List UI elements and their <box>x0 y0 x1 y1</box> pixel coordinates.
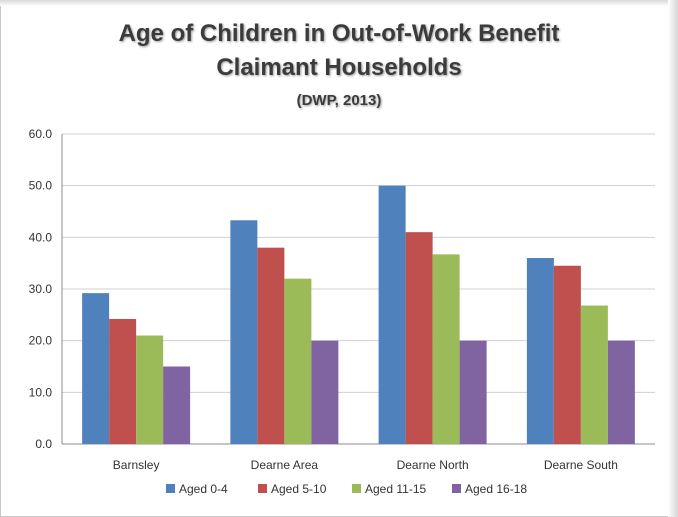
y-tick-label: 20.0 <box>29 334 53 348</box>
x-category-label: Dearne South <box>544 458 618 472</box>
bar-aged-11-15-barnsley <box>136 335 164 444</box>
legend-swatch <box>258 484 267 493</box>
bars <box>82 185 635 444</box>
y-tick-label: 30.0 <box>29 282 53 296</box>
y-tick-label: 50.0 <box>29 179 53 193</box>
bar-aged-16-18-dearne-north <box>459 340 487 444</box>
x-category-label: Dearne Area <box>251 458 319 472</box>
frame-shadow-top <box>0 0 678 6</box>
chart-title-line2: Claimant Households <box>216 54 462 81</box>
bar-aged-0-4-dearne-area <box>230 220 258 444</box>
legend-label: Aged 11-15 <box>365 482 426 496</box>
x-category-label: Barnsley <box>113 458 160 472</box>
bar-aged-16-18-dearne-area <box>311 340 339 444</box>
legend-swatch <box>352 484 361 493</box>
x-axis-labels: Barnsley Dearne Area Dearne North Dearne So… <box>113 458 618 472</box>
x-category-label: Dearne North <box>397 458 469 472</box>
y-tick-label: 10.0 <box>29 385 53 399</box>
bar-aged-5-10-dearne-north <box>405 232 433 444</box>
bar-aged-5-10-dearne-south <box>553 265 581 444</box>
bar-aged-0-4-barnsley <box>82 293 110 444</box>
y-axis-ticks: 0.0 10.0 20.0 30.0 40.0 50.0 60.0 <box>29 127 53 451</box>
legend-label: Aged 0-4 <box>179 482 228 496</box>
legend-label: Aged 16-18 <box>465 482 527 496</box>
y-tick-label: 60.0 <box>29 127 53 141</box>
legend-label: Aged 5-10 <box>271 482 327 496</box>
bar-aged-11-15-dearne-south <box>580 305 608 444</box>
bar-aged-5-10-barnsley <box>109 318 137 444</box>
y-tick-label: 40.0 <box>29 230 53 244</box>
chart-title: Age of Children in Out-of-Work Benefit <box>118 20 560 47</box>
chart-subtitle: (DWP, 2013) <box>296 92 382 109</box>
bar-aged-16-18-barnsley <box>163 366 191 444</box>
legend-swatch <box>452 484 461 493</box>
bar-aged-11-15-dearne-area <box>284 278 312 444</box>
bar-aged-0-4-dearne-north <box>378 185 406 444</box>
frame-shadow-right <box>668 0 678 517</box>
legend: Aged 0-4 Aged 5-10 Aged 11-15 Aged 16-18 <box>166 482 527 496</box>
bar-aged-16-18-dearne-south <box>607 340 635 444</box>
bar-aged-5-10-dearne-area <box>257 247 285 444</box>
bar-aged-11-15-dearne-north <box>432 254 460 444</box>
legend-swatch <box>166 484 175 493</box>
bar-aged-0-4-dearne-south <box>526 258 554 444</box>
y-tick-label: 0.0 <box>35 437 52 451</box>
